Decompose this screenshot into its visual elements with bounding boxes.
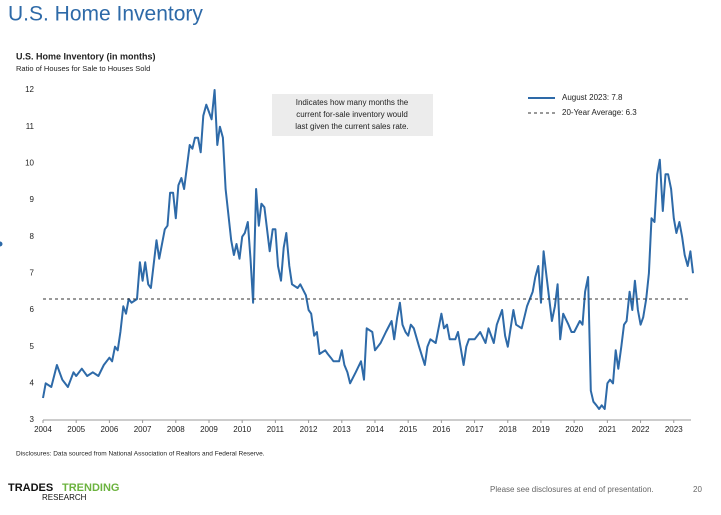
- y-tick-label: 6: [30, 305, 35, 314]
- x-tick-label: 2022: [632, 425, 650, 434]
- logo: TRENDING: [62, 482, 119, 494]
- x-tick-label: 2015: [399, 425, 417, 434]
- logo: RESEARCH: [42, 493, 87, 502]
- x-tick-label: 2006: [100, 425, 118, 434]
- chart-title: U.S. Home Inventory (in months): [16, 51, 156, 61]
- x-tick-label: 2008: [167, 425, 185, 434]
- x-tick-label: 2004: [34, 425, 52, 434]
- x-tick-label: 2021: [598, 425, 616, 434]
- y-tick-label: 4: [30, 378, 35, 387]
- y-tick-label: 5: [30, 342, 35, 351]
- chart-subtitle: Ratio of Houses for Sale to Houses Sold: [16, 64, 150, 73]
- slide-title: U.S. Home Inventory: [8, 3, 203, 26]
- annotation-box: [272, 94, 433, 136]
- x-tick-label: 2013: [333, 425, 351, 434]
- y-tick-label: 9: [30, 195, 35, 204]
- x-tick-label: 2016: [432, 425, 450, 434]
- x-tick-label: 2012: [300, 425, 318, 434]
- x-tick-label: 2009: [200, 425, 218, 434]
- y-tick-label: 11: [26, 122, 35, 131]
- x-tick-label: 2019: [532, 425, 550, 434]
- footer: Please see disclosures at end of present…: [490, 485, 654, 494]
- x-tick-label: 2023: [665, 425, 683, 434]
- y-tick-label: 8: [30, 232, 35, 241]
- x-tick-label: 2017: [466, 425, 484, 434]
- x-tick-label: 2014: [366, 425, 384, 434]
- y-tick-label: 7: [30, 268, 35, 277]
- last-point: [0, 241, 3, 247]
- y-tick-label: 12: [25, 85, 34, 94]
- x-tick-label: 2018: [499, 425, 517, 434]
- series-line: [42, 89, 694, 410]
- x-tick-label: 2010: [233, 425, 251, 434]
- x-tick-label: 2011: [267, 425, 285, 434]
- page-number: 20: [693, 485, 702, 494]
- y-tick-label: 10: [25, 158, 34, 167]
- disclosures: Disclosures: Data sourced from National …: [16, 451, 265, 458]
- legend-label: August 2023: 7.8: [562, 93, 623, 102]
- x-tick-label: 2020: [565, 425, 583, 434]
- annotation: current for-sale inventory would: [296, 110, 408, 119]
- annotation: last given the current sales rate.: [295, 122, 408, 131]
- x-tick-label: 2005: [67, 425, 85, 434]
- annotation: Indicates how many months the: [296, 98, 409, 107]
- logo: TRADES: [8, 482, 53, 494]
- y-tick-label: 3: [30, 415, 35, 424]
- x-tick-label: 2007: [134, 425, 152, 434]
- legend-label: 20-Year Average: 6.3: [562, 108, 637, 117]
